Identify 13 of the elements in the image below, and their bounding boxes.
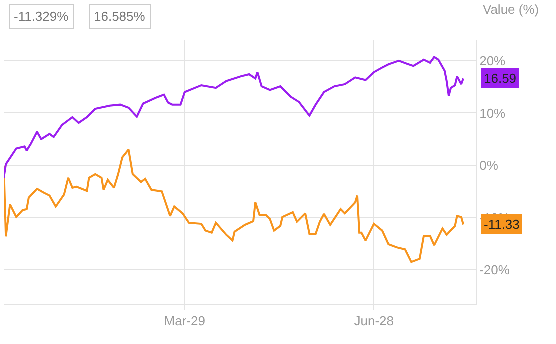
y-tick-label: 20%: [480, 53, 506, 68]
text: 16.585%: [94, 9, 146, 24]
text: -11.33: [484, 217, 520, 232]
y-axis-title: Value (%): [483, 2, 540, 17]
line-series: [4, 56, 465, 180]
x-tick-label: Jun-28: [354, 314, 394, 329]
text: 16.59: [484, 71, 517, 86]
y-tick-label: -20%: [480, 262, 510, 278]
text: -11.329%: [14, 9, 70, 24]
line-series: [4, 148, 465, 264]
y-tick-label: 10%: [480, 106, 506, 121]
x-tick-label: Mar-29: [164, 314, 206, 329]
y-tick-label: 0%: [480, 158, 499, 174]
